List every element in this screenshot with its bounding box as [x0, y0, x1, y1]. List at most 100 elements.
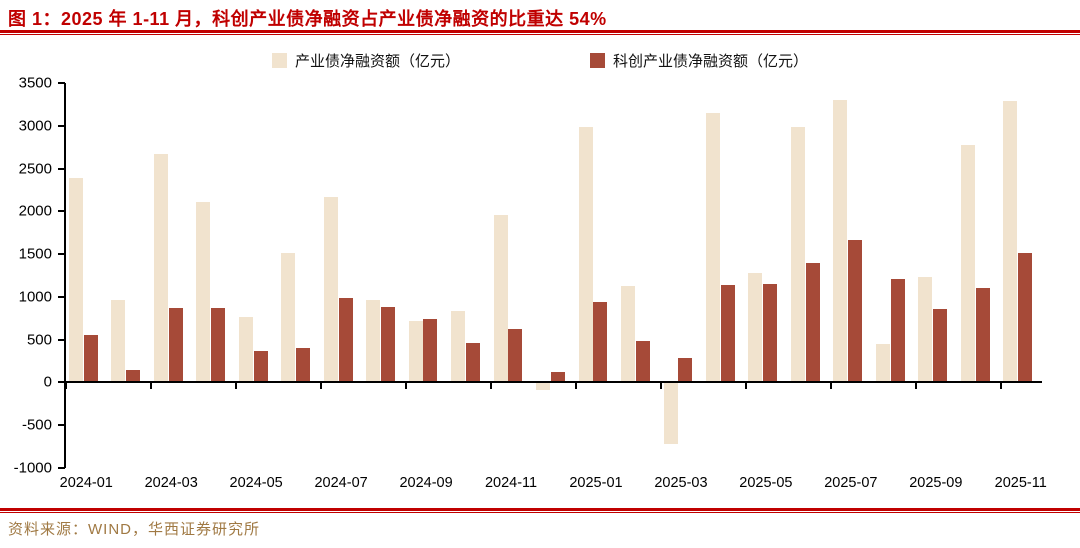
bar-group-2024-12: [532, 83, 574, 468]
bar-group-2025-05: [745, 83, 787, 468]
bar-industrial-2025-06: [790, 127, 805, 383]
data-source-note: 资料来源：WIND，华西证券研究所: [8, 521, 260, 538]
x-axis-tick-label: 2024-01: [59, 475, 113, 491]
y-axis-tick-mark: [58, 82, 65, 84]
bar-industrial-2024-11: [493, 214, 508, 383]
bar-industrial-2024-05: [238, 317, 253, 383]
y-axis-tick-label: 500: [26, 331, 52, 349]
bar-group-2025-04: [702, 83, 744, 468]
bar-group-2025-07: [830, 83, 872, 468]
bar-tech-2024-07: [338, 298, 353, 383]
bar-tech-2024-10: [465, 343, 480, 383]
footer-divider-rule: [0, 508, 1080, 513]
bar-industrial-2025-08: [875, 344, 890, 383]
legend-item-industrial-bond: 产业债净融资额（亿元）: [271, 50, 460, 71]
bar-tech-2024-09: [423, 319, 438, 383]
bar-group-2024-02: [107, 83, 149, 468]
x-axis-tick-mark: [829, 382, 832, 390]
bar-industrial-2025-01: [578, 126, 593, 383]
bar-group-2024-11: [490, 83, 532, 468]
x-axis-tick-mark: [489, 382, 492, 390]
bar-group-2024-03: [150, 83, 192, 468]
bar-group-2025-11: [1000, 83, 1042, 468]
bar-tech-2025-01: [593, 302, 608, 383]
bar-group-2025-09: [915, 83, 957, 468]
bar-industrial-2025-04: [705, 113, 720, 383]
bar-group-2024-06: [277, 83, 319, 468]
x-axis-tick-mark: [999, 382, 1002, 390]
legend-swatch-tech-industrial-bond: [590, 53, 605, 68]
figure-title: 图 1：2025 年 1-11 月，科创产业债净融资占产业债净融资的比重达 54…: [8, 9, 607, 29]
x-axis-tick-label: 2025-11: [994, 475, 1047, 491]
bar-tech-2025-06: [805, 262, 820, 383]
bar-tech-2025-09: [933, 309, 948, 383]
bar-industrial-2024-02: [111, 299, 126, 383]
title-divider-rule: [0, 30, 1080, 35]
y-axis-tick-label: -500: [21, 416, 52, 434]
x-axis-tick-label: 2024-11: [484, 475, 538, 491]
bar-group-2024-05: [235, 83, 277, 468]
y-axis-tick-mark: [58, 467, 65, 469]
y-axis-labels: 3500 3000 2500 2000 1500 1000 500 0 -500 -1000: [0, 75, 52, 477]
bar-tech-2024-01: [83, 334, 98, 383]
x-axis-tick-mark: [404, 382, 407, 390]
bar-industrial-2024-07: [323, 196, 338, 383]
x-axis-tick-label: 2024-03: [144, 475, 198, 491]
bar-industrial-2025-09: [918, 277, 933, 383]
y-axis-tick-label: 0: [43, 373, 52, 391]
x-axis-tick-mark: [659, 382, 662, 390]
bar-group-2024-10: [447, 83, 489, 468]
bar-group-2025-03: [660, 83, 702, 468]
bar-chart-plot-area: [58, 82, 1042, 469]
y-axis-tick-mark: [58, 167, 65, 170]
x-axis-tick-mark: [914, 382, 917, 390]
bar-tech-2024-03: [168, 308, 183, 383]
bar-tech-2025-10: [975, 287, 990, 383]
x-axis-tick-label: 2025-05: [739, 475, 793, 491]
legend-item-tech-industrial-bond: 科创产业债净融资额（亿元）: [590, 50, 808, 71]
bar-tech-2025-03: [678, 357, 693, 383]
bar-tech-2024-05: [253, 351, 268, 383]
bar-industrial-2024-08: [366, 300, 381, 383]
bar-tech-2025-11: [1018, 252, 1033, 383]
bar-group-2024-08: [362, 83, 404, 468]
y-axis-tick-mark: [58, 124, 65, 127]
x-axis-tick-label: 2025-07: [824, 475, 878, 491]
x-axis-tick-label: 2025-09: [909, 475, 963, 491]
x-axis-tick-mark: [149, 382, 152, 390]
y-axis-tick-mark: [58, 424, 65, 427]
x-axis-tick-label: 2025-01: [569, 475, 623, 491]
bar-industrial-2025-10: [960, 145, 975, 383]
bar-tech-2024-04: [211, 307, 226, 383]
bar-group-2025-08: [872, 83, 914, 468]
bar-tech-2025-02: [635, 340, 650, 383]
y-axis-tick-mark: [58, 381, 65, 384]
bar-group-2024-01: [65, 83, 107, 468]
x-axis-tick-label: 2024-09: [399, 475, 453, 491]
bar-tech-2025-05: [763, 284, 778, 383]
bar-tech-2024-12: [550, 371, 565, 383]
bar-industrial-2025-02: [621, 286, 636, 383]
x-axis-tick-mark: [234, 382, 237, 390]
bar-group-2024-04: [192, 83, 234, 468]
legend-swatch-industrial-bond: [271, 53, 287, 68]
y-axis-tick-mark: [58, 253, 65, 256]
bar-industrial-2024-03: [153, 154, 168, 383]
x-axis-tick-label: 2024-05: [229, 475, 283, 491]
y-axis-tick-label: 2500: [18, 160, 52, 178]
bar-industrial-2025-03: [663, 382, 678, 445]
x-axis-tick-mark: [744, 382, 747, 390]
bar-group-2025-06: [787, 83, 829, 468]
bar-tech-2025-08: [890, 278, 905, 383]
x-axis-tick-mark: [574, 382, 577, 390]
bar-group-2024-07: [320, 83, 362, 468]
x-axis-labels: 2024-01 2024-03 2024-05 2024-07 2024-09 2024-…: [60, 475, 1047, 495]
x-axis-tick-label: 2025-03: [654, 475, 708, 491]
bar-group-2025-10: [957, 83, 999, 468]
bar-tech-2024-06: [296, 347, 311, 383]
y-axis-tick-label: 1000: [18, 288, 52, 306]
bar-group-2025-02: [617, 83, 659, 468]
bar-tech-2024-08: [381, 307, 396, 383]
x-axis-zero-line: [64, 381, 1042, 384]
